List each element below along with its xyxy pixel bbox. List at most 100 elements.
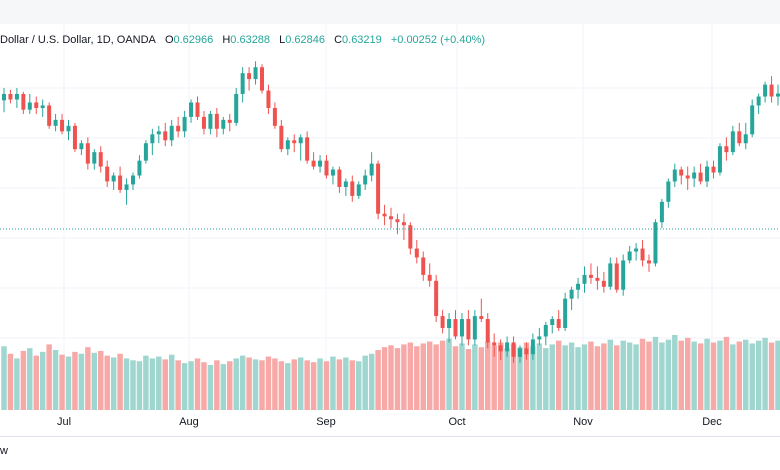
candle-body — [311, 160, 316, 167]
candle-body — [647, 260, 651, 264]
candle-body — [221, 119, 226, 129]
footer-text: w — [0, 445, 8, 457]
candle-body — [453, 319, 458, 337]
x-axis-label-sep: Sep — [316, 416, 336, 428]
volume-bar — [510, 344, 517, 411]
volume-bar — [775, 340, 780, 411]
ohlc-legend: Dollar / U.S. Dollar, 1D, OANDA O0.62966… — [0, 32, 491, 48]
candle-body — [479, 316, 484, 320]
volume-bar — [446, 338, 452, 410]
volume-bar — [272, 358, 278, 410]
candle-body — [556, 319, 561, 328]
candle-body — [227, 119, 232, 123]
candle-body — [14, 93, 19, 100]
volume-bar — [317, 358, 323, 410]
volume-bar — [91, 352, 98, 410]
candle-body — [34, 102, 39, 108]
candle-body — [337, 169, 342, 187]
candle-body — [240, 73, 245, 94]
volume-bar — [743, 339, 749, 410]
candle-body — [569, 289, 574, 299]
volume-bar — [33, 355, 39, 411]
open-label: O — [164, 34, 174, 46]
candle-body — [717, 146, 722, 173]
candle-body — [195, 102, 200, 117]
volume-bar — [684, 337, 691, 410]
candle-body — [563, 298, 568, 328]
volume-bar — [239, 355, 246, 411]
candle-body — [440, 316, 445, 328]
volume-bar — [555, 340, 562, 411]
volume-bar — [59, 354, 65, 410]
volume-bar — [762, 337, 768, 410]
volume-bar — [485, 341, 491, 410]
volume-bar — [104, 355, 110, 411]
volume-bar — [278, 361, 285, 410]
candle-body — [524, 348, 529, 355]
volume-bar — [659, 342, 665, 410]
candle-body — [21, 93, 26, 110]
volume-bar — [530, 346, 536, 410]
candle-body — [698, 172, 703, 182]
volume-bar — [414, 346, 420, 410]
candle-body — [27, 102, 32, 110]
volume-bar — [52, 350, 59, 410]
volume-bar — [478, 347, 485, 410]
volume-bar — [310, 362, 317, 410]
candle-body — [53, 119, 58, 126]
candle-body — [98, 152, 103, 167]
top-toolbar-band — [0, 0, 780, 24]
candle-body — [743, 134, 748, 144]
candle-body — [40, 105, 45, 108]
candle-body — [614, 263, 619, 290]
volume-bar — [717, 340, 723, 411]
candle-body — [176, 125, 181, 132]
candle-body — [511, 342, 516, 357]
volume-bar — [639, 338, 646, 410]
x-axis-label-oct: Oct — [448, 416, 466, 428]
candle-body — [201, 116, 206, 129]
volume-bar — [768, 342, 775, 410]
volume-bar — [130, 360, 136, 410]
volume-bar — [601, 343, 607, 410]
volume-bar — [472, 344, 478, 411]
candle-body — [608, 263, 613, 287]
candle-body — [530, 339, 535, 355]
volume-bar — [14, 358, 20, 410]
volume-bar — [188, 361, 194, 410]
volume-bar — [433, 344, 439, 411]
volume-bar — [620, 340, 626, 411]
candle-body — [189, 102, 194, 117]
candle-body — [356, 184, 361, 196]
volume-bar — [407, 342, 414, 410]
candle-body — [169, 125, 174, 141]
candle-body — [2, 93, 6, 101]
candle-body — [389, 216, 393, 220]
candle-body — [343, 181, 348, 187]
volume-bar — [227, 361, 233, 410]
volume-bar — [646, 341, 652, 410]
volume-bar — [401, 344, 407, 411]
volume-bar — [723, 336, 730, 411]
candle-body — [518, 348, 522, 357]
candle-body — [272, 107, 277, 126]
candle-body — [369, 163, 374, 176]
candle-body — [60, 119, 65, 132]
candle-body — [292, 140, 297, 144]
candle-body — [776, 93, 780, 97]
volume-bar — [207, 365, 214, 410]
volume-bar — [575, 347, 581, 410]
candle-body — [408, 225, 413, 249]
volume-bar — [755, 340, 762, 411]
candle-body — [427, 274, 432, 281]
volume-bar — [78, 353, 85, 410]
volume-bar — [65, 356, 72, 410]
volume-bar — [394, 348, 401, 411]
volume-bar — [568, 342, 575, 410]
candle-body — [537, 336, 542, 340]
candle-body — [266, 90, 271, 108]
candle-layer — [2, 61, 780, 363]
x-axis-label-aug: Aug — [179, 416, 199, 428]
volume-bar — [246, 357, 252, 410]
